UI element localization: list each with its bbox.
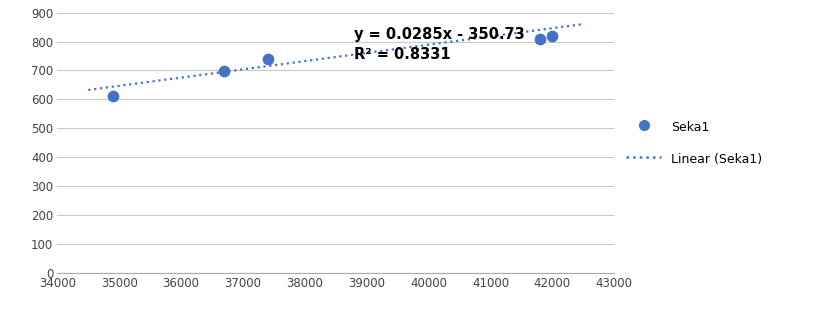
Linear (Seka1): [85, 88, 95, 92]
Text: R² = 0.8331: R² = 0.8331: [355, 47, 451, 62]
Seka1: [218, 69, 231, 74]
Legend: Seka1, Linear (Seka1): Seka1, Linear (Seka1): [626, 119, 762, 166]
Linear (Seka1): [387, 48, 396, 52]
Linear (Seka1): [378, 49, 388, 53]
Linear (Seka1): [532, 28, 542, 32]
Linear (Seka1): [500, 33, 510, 36]
Linear (Seka1): [84, 88, 93, 92]
Seka1: [261, 56, 274, 61]
Linear (Seka1): [578, 22, 588, 26]
Linear (Seka1): [377, 49, 387, 53]
Text: y = 0.0285x - 350.73: y = 0.0285x - 350.73: [355, 27, 525, 42]
Seka1: [106, 94, 120, 99]
Seka1: [533, 37, 546, 42]
Line: Linear (Seka1): Linear (Seka1): [88, 24, 583, 90]
Seka1: [545, 34, 559, 39]
